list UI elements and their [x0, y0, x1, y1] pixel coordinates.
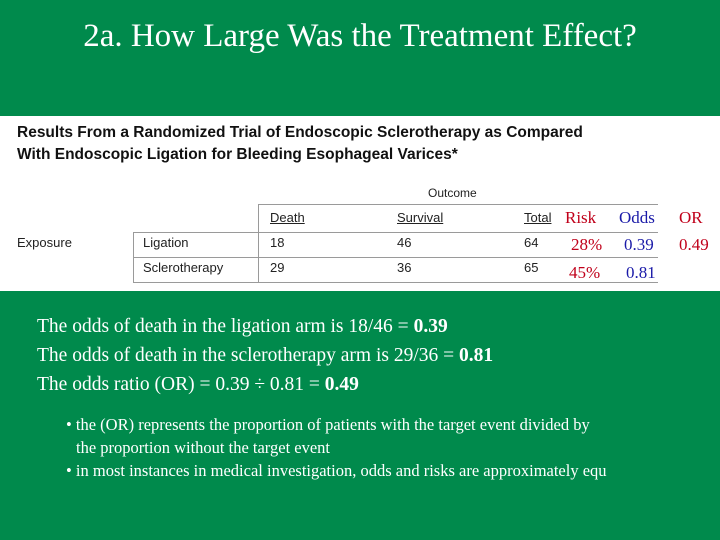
risk-value-sclerotherapy: 45%	[569, 263, 601, 282]
odds-value-ligation: 0.39	[624, 235, 654, 254]
row-sclerotherapy-label: Sclerotherapy	[143, 260, 224, 275]
bullet-1-line2: the proportion without the target event	[76, 438, 331, 457]
header-total: Total	[524, 210, 552, 225]
odds-header: Odds	[619, 208, 655, 227]
row-sclerotherapy-death: 29	[270, 260, 285, 275]
table-caption: Results From a Randomized Trial of Endos…	[17, 122, 583, 166]
explanation-line1-value: 0.39	[413, 316, 448, 337]
risk-header: Risk	[565, 208, 597, 227]
outcome-label: Outcome	[428, 186, 477, 200]
row-ligation-death: 18	[270, 235, 285, 250]
table-rule-v2	[258, 204, 259, 282]
table-rule-row1	[133, 257, 658, 258]
or-value: 0.49	[679, 235, 709, 254]
table-rule-v1	[133, 232, 134, 282]
explanation-line3-value: 0.49	[324, 374, 359, 395]
explanation-line3: The odds ratio (OR) = 0.39 ÷ 0.81 = 0.49	[37, 370, 493, 399]
explanation-line3-text: The odds ratio (OR) = 0.39 ÷ 0.81 =	[37, 374, 325, 395]
table-image-panel: Results From a Randomized Trial of Endos…	[0, 116, 720, 291]
bullet-2: • in most instances in medical investiga…	[66, 461, 607, 480]
explanation-line2: The odds of death in the sclerotherapy a…	[37, 341, 493, 370]
odds-value-sclerotherapy: 0.81	[626, 263, 656, 282]
explanation-block: The odds of death in the ligation arm is…	[37, 312, 493, 399]
row-sclerotherapy-survival: 36	[397, 260, 412, 275]
header-death: Death	[270, 210, 305, 225]
row-ligation-survival: 46	[397, 235, 412, 250]
bullet-1-line1: • the (OR) represents the proportion of …	[66, 415, 590, 434]
risk-value-ligation: 28%	[571, 235, 603, 254]
exposure-label: Exposure	[17, 235, 72, 250]
table-rule-header	[133, 232, 658, 233]
row-sclerotherapy-total: 65	[524, 260, 539, 275]
explanation-line1-text: The odds of death in the ligation arm is…	[37, 316, 414, 337]
table-rule-row2	[133, 282, 658, 283]
explanation-line2-text: The odds of death in the sclerotherapy a…	[37, 345, 460, 366]
or-header: OR	[679, 208, 703, 227]
slide-title: 2a. How Large Was the Treatment Effect?	[83, 18, 637, 54]
row-ligation-label: Ligation	[143, 235, 189, 250]
row-ligation-total: 64	[524, 235, 539, 250]
explanation-line2-value: 0.81	[459, 345, 494, 366]
table-rule-top	[258, 204, 658, 205]
explanation-line1: The odds of death in the ligation arm is…	[37, 312, 493, 341]
table-caption-line2: With Endoscopic Ligation for Bleeding Es…	[17, 146, 458, 163]
bullet-list: • the (OR) represents the proportion of …	[66, 413, 720, 482]
table-caption-line1: Results From a Randomized Trial of Endos…	[17, 124, 583, 141]
header-survival: Survival	[397, 210, 444, 225]
